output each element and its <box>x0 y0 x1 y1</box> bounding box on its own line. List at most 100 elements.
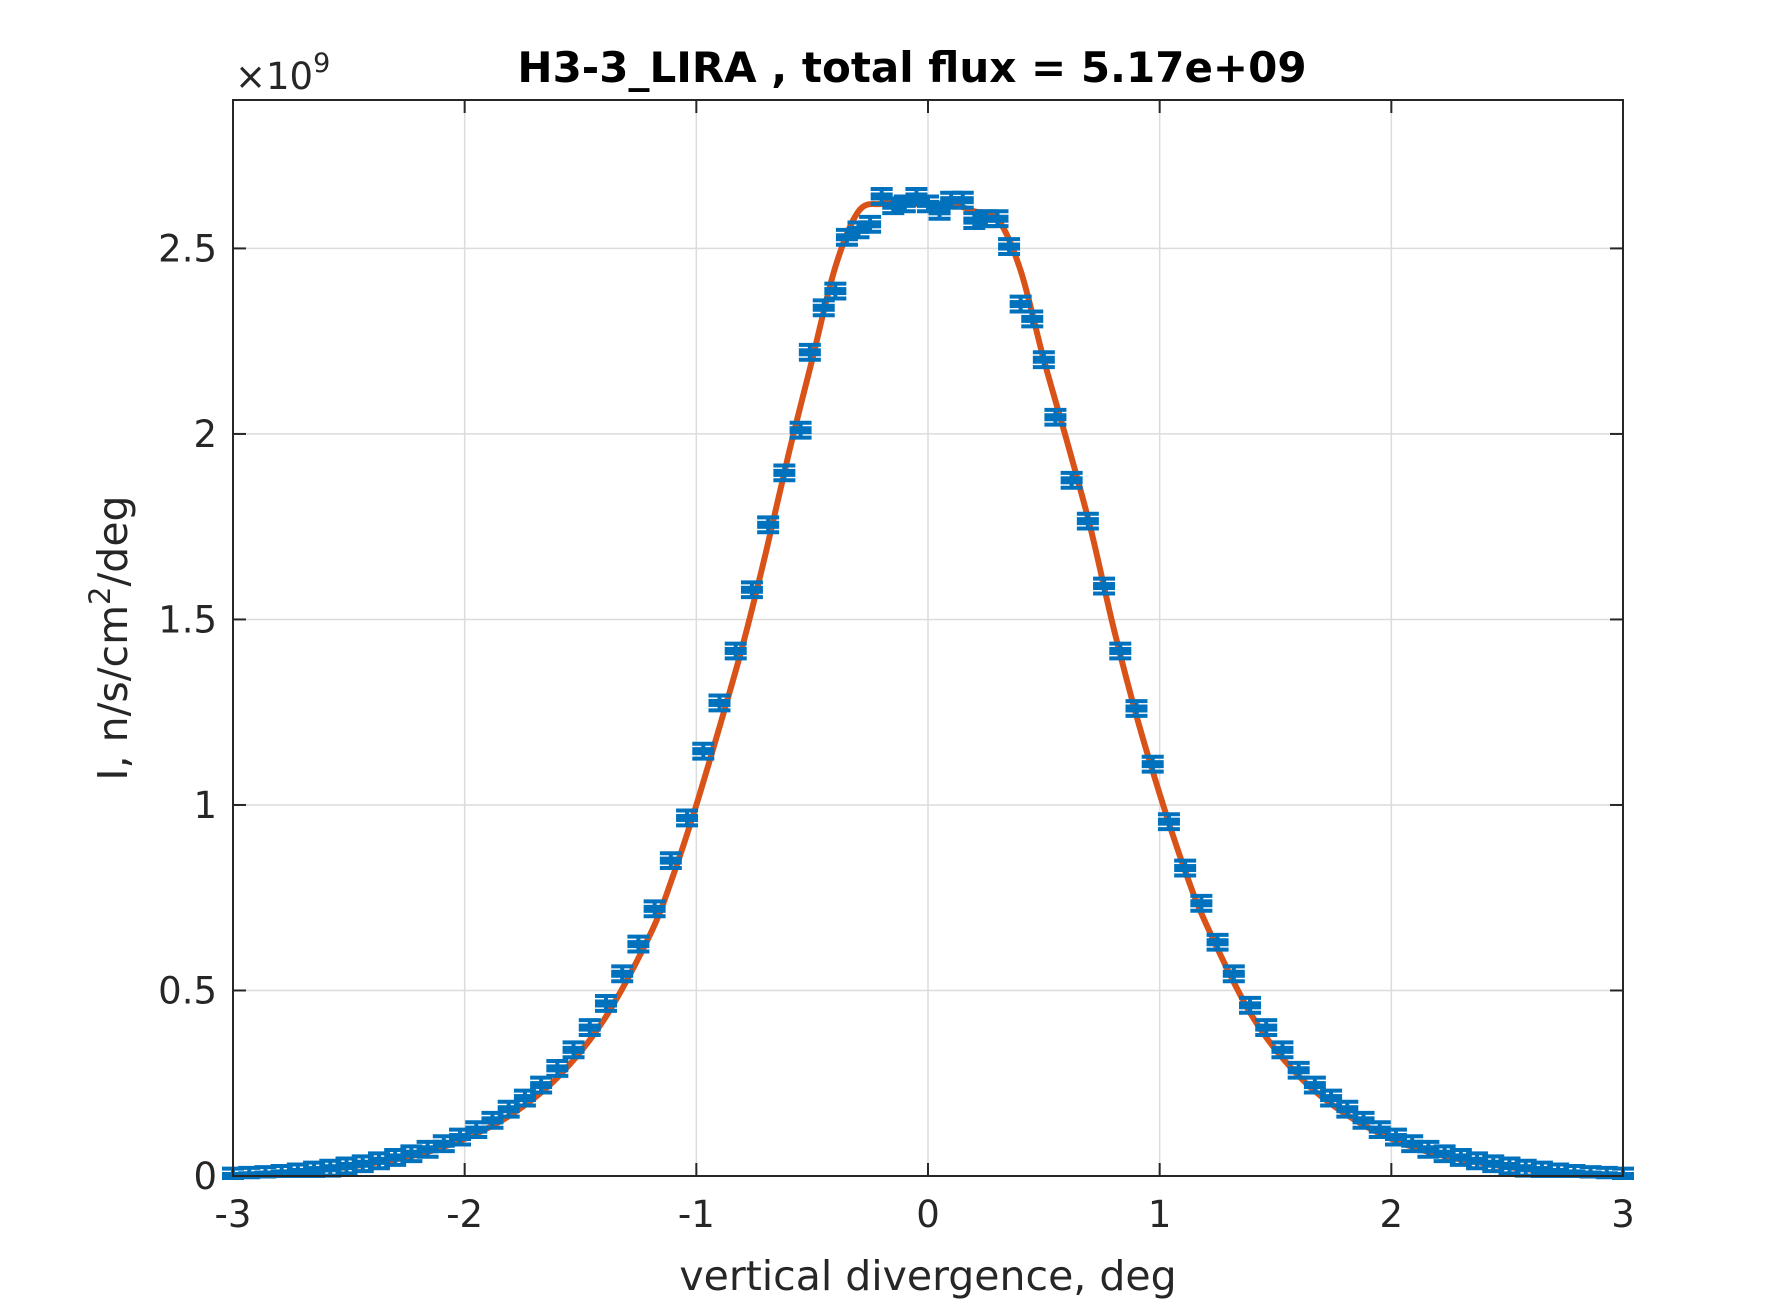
data-point <box>1093 576 1116 596</box>
data-point <box>789 420 812 440</box>
data-marker <box>824 287 847 296</box>
data-marker <box>1384 1133 1407 1142</box>
data-marker <box>1093 582 1116 591</box>
y-tick-label: 1 <box>193 784 217 827</box>
x-tick-label: 3 <box>1611 1193 1635 1236</box>
data-point <box>1449 1148 1472 1167</box>
data-marker <box>1021 314 1044 323</box>
data-marker <box>1336 1105 1359 1114</box>
data-point <box>1021 309 1044 329</box>
data-marker <box>847 225 870 234</box>
data-marker <box>1044 413 1067 422</box>
data-marker <box>286 1167 309 1176</box>
data-marker <box>676 813 699 822</box>
data-marker <box>1482 1159 1505 1168</box>
data-marker <box>940 196 963 205</box>
data-point <box>1239 995 1262 1015</box>
data-marker <box>1190 899 1213 908</box>
data-marker <box>798 348 821 357</box>
data-marker <box>335 1161 358 1170</box>
y-axis-label-sup: 2 <box>83 587 117 605</box>
data-point <box>1271 1040 1294 1060</box>
y-tick-label: 2.5 <box>158 227 217 270</box>
data-marker <box>465 1125 488 1134</box>
data-point <box>708 693 731 713</box>
data-marker <box>905 192 928 201</box>
x-tick-label: 1 <box>1148 1193 1172 1236</box>
x-tick-label: 2 <box>1380 1193 1404 1236</box>
data-point <box>676 808 699 828</box>
data-point <box>798 342 821 362</box>
data-marker <box>562 1045 585 1054</box>
y-tick-label: 2 <box>193 413 217 456</box>
data-marker <box>1174 864 1197 873</box>
data-marker <box>513 1094 536 1103</box>
data-marker <box>986 214 1009 223</box>
data-point <box>1482 1154 1505 1174</box>
data-marker <box>497 1105 520 1114</box>
data-marker <box>1579 1170 1602 1179</box>
data-point <box>627 934 650 954</box>
data-marker <box>384 1153 407 1162</box>
data-point <box>1174 858 1197 878</box>
data-marker <box>416 1145 439 1154</box>
data-marker <box>1206 938 1229 947</box>
data-marker <box>659 856 682 865</box>
x-tick-label: -3 <box>215 1193 252 1236</box>
data-point <box>1109 641 1132 661</box>
data-marker <box>928 207 951 216</box>
data-marker <box>974 214 997 223</box>
data-marker <box>578 1023 601 1032</box>
data-marker <box>870 192 893 201</box>
data-marker <box>812 303 835 312</box>
data-point <box>824 281 847 301</box>
data-marker <box>270 1169 293 1178</box>
x-axis-label: vertical divergence, deg <box>679 1252 1176 1300</box>
data-marker <box>740 585 763 594</box>
data-marker <box>963 216 986 225</box>
data-marker <box>789 426 812 435</box>
data-marker <box>1547 1167 1570 1176</box>
data-marker <box>757 520 780 529</box>
data-marker <box>432 1139 455 1148</box>
data-marker <box>546 1064 569 1073</box>
data-point <box>578 1018 601 1038</box>
data-point <box>416 1139 439 1159</box>
data-point <box>986 209 1009 229</box>
data-point <box>659 851 682 871</box>
data-marker <box>351 1159 374 1168</box>
data-marker <box>319 1164 342 1173</box>
data-marker <box>692 747 715 756</box>
data-marker <box>893 199 916 208</box>
data-point <box>1255 1018 1278 1038</box>
data-marker <box>1009 300 1032 309</box>
data-point <box>1076 511 1099 531</box>
data-marker <box>367 1156 390 1165</box>
y-exponent-power: 9 <box>313 48 330 79</box>
data-marker <box>611 969 634 978</box>
data-point <box>611 964 634 984</box>
data-point <box>859 214 882 234</box>
y-exponent-prefix: ×10 <box>235 55 313 98</box>
chart-title: H3-3_LIRA , total flux = 5.17e+09 <box>517 43 1306 92</box>
data-point <box>335 1156 358 1176</box>
data-marker <box>1433 1149 1456 1158</box>
data-marker <box>1076 517 1099 526</box>
data-marker <box>882 201 905 210</box>
data-point <box>1157 812 1180 832</box>
y-tick-label: 1.5 <box>158 598 217 641</box>
data-point <box>1032 350 1055 370</box>
y-tick-label: 0.5 <box>158 969 217 1012</box>
data-marker <box>1141 760 1164 769</box>
data-marker <box>859 220 882 229</box>
data-marker <box>643 904 666 913</box>
data-marker <box>481 1116 504 1125</box>
y-tick-label: 0 <box>193 1155 217 1198</box>
data-point <box>643 899 666 919</box>
data-marker <box>1466 1156 1489 1165</box>
data-marker <box>951 196 974 205</box>
data-marker <box>1255 1023 1278 1032</box>
data-marker <box>998 242 1021 251</box>
y-axis-label-tail: /deg <box>89 495 137 586</box>
